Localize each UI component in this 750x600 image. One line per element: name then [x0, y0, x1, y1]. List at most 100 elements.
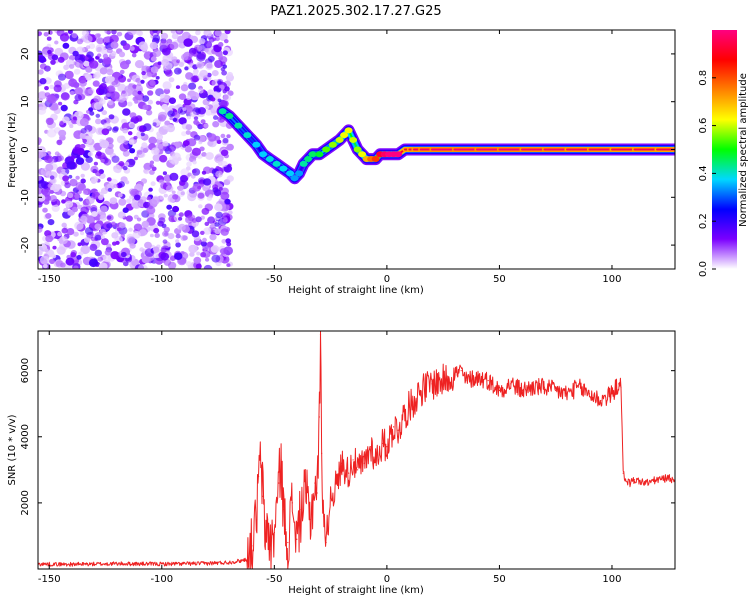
- noise-speck: [138, 264, 148, 269]
- noise-speck: [144, 241, 152, 249]
- noise-speck: [148, 136, 157, 145]
- noise-speck: [113, 126, 119, 132]
- snr-point: [228, 561, 230, 563]
- noise-speck: [192, 183, 202, 192]
- noise-speck: [132, 202, 141, 209]
- noise-speck: [89, 146, 96, 153]
- noise-speck: [164, 120, 171, 126]
- noise-speck: [185, 124, 193, 131]
- colorbar: 0.0 0.2 0.4 0.6 0.8 Normalized spectral ampl…: [698, 30, 749, 277]
- noise-speck: [150, 181, 156, 187]
- noise-speck: [215, 170, 224, 178]
- noise-speck: [208, 55, 215, 63]
- noise-speck: [131, 53, 137, 58]
- x-tick-label: -150: [38, 574, 61, 585]
- noise-speck: [217, 53, 223, 58]
- noise-speck: [38, 91, 47, 100]
- noise-speck: [183, 98, 192, 106]
- noise-speck: [162, 171, 167, 176]
- noise-speck: [179, 174, 188, 183]
- noise-speck: [200, 230, 205, 235]
- noise-speck: [171, 56, 178, 62]
- snr-point: [325, 541, 327, 544]
- snr-point: [629, 482, 631, 484]
- noise-speck: [218, 42, 224, 47]
- snr-point: [622, 472, 624, 474]
- colorbar-tick-label: 0.2: [698, 213, 709, 229]
- noise-speck: [193, 256, 202, 264]
- noise-speck: [126, 236, 136, 245]
- noise-speck: [189, 251, 195, 257]
- noise-speck: [93, 161, 98, 166]
- noise-speck: [136, 149, 143, 155]
- noise-speck: [67, 30, 73, 34]
- noise-speck: [162, 81, 172, 90]
- noise-speck: [167, 233, 175, 240]
- noise-speck: [180, 168, 189, 177]
- noise-speck: [184, 145, 192, 153]
- noise-speck: [140, 79, 145, 84]
- noise-speck: [206, 63, 213, 69]
- snr-point: [269, 548, 271, 550]
- snr-point: [282, 508, 284, 511]
- noise-speck: [196, 45, 203, 51]
- ridge-blob: [315, 151, 324, 158]
- x-tick-label: -100: [150, 274, 173, 285]
- snr-point: [521, 389, 523, 392]
- snr-point: [577, 386, 579, 388]
- noise-speck: [117, 193, 123, 198]
- noise-speck: [178, 212, 184, 217]
- noise-speck: [62, 116, 70, 124]
- noise-speck: [60, 92, 70, 101]
- noise-speck: [44, 86, 49, 91]
- noise-speck: [205, 105, 210, 110]
- noise-speck: [82, 138, 87, 143]
- colorbar-tick-label: 0.6: [698, 118, 709, 134]
- noise-speck: [177, 35, 186, 44]
- noise-speck: [80, 162, 90, 171]
- noise-speck: [134, 156, 138, 161]
- noise-speck: [72, 206, 78, 213]
- noise-speck: [127, 131, 133, 136]
- noise-speck: [118, 75, 127, 83]
- snr-point: [363, 462, 365, 464]
- noise-speck: [49, 175, 55, 180]
- ridge-blob: [304, 156, 313, 163]
- noise-speck: [114, 96, 120, 102]
- noise-speck: [88, 258, 99, 268]
- noise-speck: [38, 139, 41, 144]
- noise-speck: [172, 152, 181, 161]
- noise-speck: [152, 34, 161, 42]
- noise-speck: [186, 95, 192, 100]
- noise-speck: [66, 228, 75, 236]
- snr-point: [476, 376, 478, 378]
- noise-speck: [180, 84, 189, 92]
- noise-speck: [141, 71, 146, 76]
- noise-speck: [196, 251, 201, 256]
- noise-speck: [178, 117, 187, 125]
- noise-speck: [203, 264, 213, 269]
- noise-speck: [127, 30, 137, 36]
- noise-speck: [221, 70, 228, 76]
- noise-speck: [189, 111, 197, 118]
- noise-speck: [99, 67, 108, 75]
- noise-speck: [152, 154, 162, 162]
- ridge-blob: [349, 136, 358, 143]
- snr-point: [352, 459, 354, 461]
- noise-speck: [62, 42, 70, 49]
- noise-speck: [137, 90, 142, 95]
- y-tick-label: -20: [20, 237, 31, 253]
- noise-speck: [159, 196, 164, 200]
- noise-speck: [215, 211, 223, 219]
- noise-speck: [58, 236, 68, 245]
- y-tick-label: -10: [20, 189, 31, 205]
- noise-speck: [163, 226, 170, 233]
- noise-speck: [175, 242, 181, 248]
- noise-speck: [171, 190, 176, 195]
- noise-speck: [196, 61, 205, 69]
- snr-point: [309, 518, 311, 521]
- noise-speck: [64, 182, 71, 189]
- noise-speck: [200, 252, 207, 258]
- noise-speck: [191, 147, 201, 156]
- noise-speck: [220, 203, 230, 212]
